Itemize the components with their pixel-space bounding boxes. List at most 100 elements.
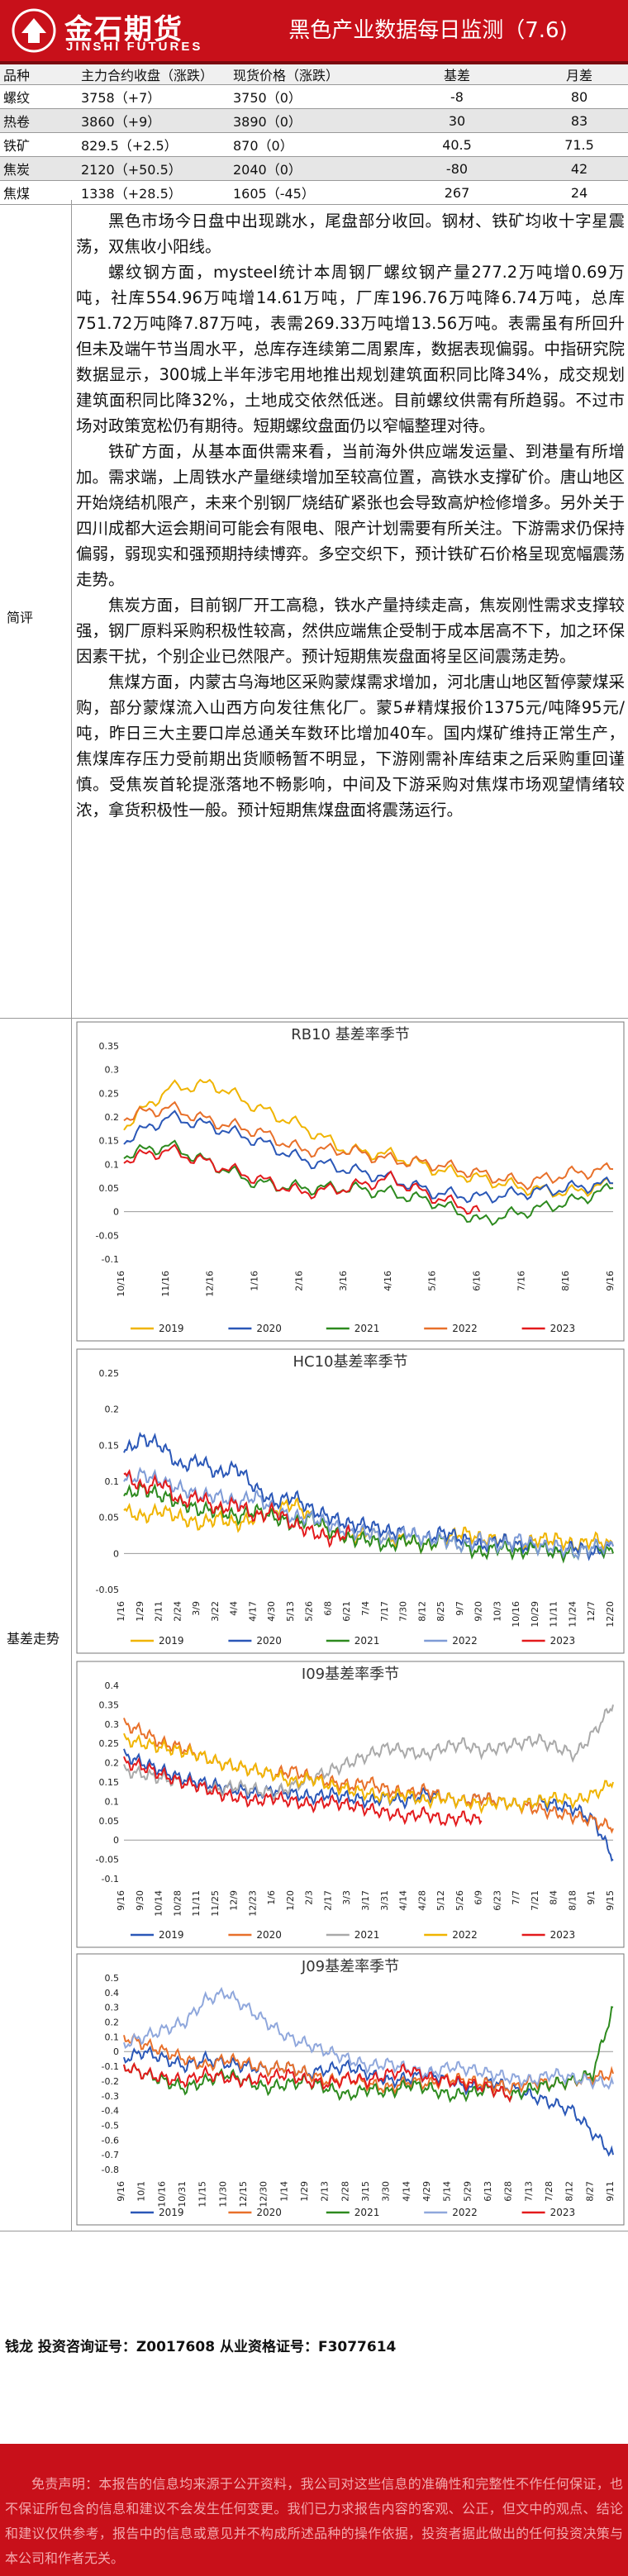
x-tick-label: 11/11 <box>191 1890 202 1917</box>
x-tick-label: 10/29 <box>530 1601 540 1628</box>
rb10-chart-container: RB10 基差率季节 0.35 0.3 0.25 0.2 0.15 0.1 0.05 0 -0.0… <box>76 1021 625 1342</box>
y-tick-label: -0.2 <box>102 2076 119 2087</box>
table-cell: 829.5（+2.5） <box>78 132 230 157</box>
x-tick-label: 7/4 <box>360 1601 371 1616</box>
x-tick-label: 12/7 <box>586 1601 597 1622</box>
y-tick-label: -0.3 <box>102 2091 119 2102</box>
quote-table-header: 品种 主力合约收盘（涨跌） 现货价格（涨跌） 基差 月差 <box>0 64 628 85</box>
y-tick-label: 0.1 <box>105 1159 120 1170</box>
chart-title: I09基差率季节 <box>302 1666 399 1683</box>
hc10-chart-container: HC10基差率季节 0.25 0.2 0.15 0.1 0.05 0 -0.05 1/16 1/2… <box>76 1348 625 1654</box>
x-tick-label: 6/21 <box>341 1601 352 1622</box>
y-tick-label: -0.05 <box>96 1230 119 1241</box>
table-cell: 42 <box>530 156 628 181</box>
x-tick-label: 8/18 <box>567 1890 578 1911</box>
legend-label: 2023 <box>550 1929 576 1941</box>
x-tick-label: 5/26 <box>304 1601 315 1622</box>
x-tick-label: 4/14 <box>398 1890 409 1911</box>
y-tick-label: -0.05 <box>96 1855 119 1865</box>
legend-label: 2020 <box>256 2207 282 2218</box>
chart-title: RB10 基差率季节 <box>291 1026 409 1043</box>
i09-basis-chart: I09基差率季节 0.4 0.35 0.3 0.25 0.2 0.15 0.1 0.05 0 -0.… <box>76 1661 625 1948</box>
legend-label: 2020 <box>256 1635 282 1647</box>
legend-label: 2021 <box>354 1635 380 1647</box>
y-tick-label: 0.3 <box>105 1719 120 1730</box>
y-tick-label: 0.25 <box>99 1368 120 1379</box>
column-header: 品种 <box>0 64 78 85</box>
x-tick-label: 11/30 <box>217 2181 228 2208</box>
legend-label: 2019 <box>159 1929 184 1941</box>
legend-label: 2023 <box>550 1635 576 1647</box>
summary-body: 黑色市场今日盘中出现跳水，尾盘部分收回。钢材、铁矿均收十字星震荡，双焦收小阳线。… <box>76 208 625 823</box>
series-line-2023 <box>123 1143 481 1215</box>
series-line-2020 <box>123 1110 614 1204</box>
x-tick-label: 11/11 <box>549 1601 559 1628</box>
x-tick-label: 12/30 <box>259 2181 269 2208</box>
x-tick-label: 12/9 <box>229 1890 240 1911</box>
table-row: 螺纹 3758（+7） 3750（0） -8 80 <box>0 84 628 109</box>
table-cell: 3860（+9） <box>78 108 230 133</box>
legend-label: 2022 <box>452 2207 478 2218</box>
x-tick-label: 9/20 <box>473 1601 484 1622</box>
x-tick-label: 7/16 <box>516 1271 526 1291</box>
legend-label: 2022 <box>452 1323 478 1334</box>
table-row: 焦炭 2120（+50.5） 2040（0） -80 42 <box>0 156 628 181</box>
x-tick-label: 1/6 <box>266 1890 277 1905</box>
table-cell: 3758（+7） <box>78 84 230 109</box>
x-tick-label: 2/13 <box>320 2181 331 2202</box>
x-tick-label: 3/9 <box>191 1601 202 1616</box>
x-tick-label: 7/30 <box>398 1601 409 1622</box>
summary-section: 简评 黑色市场今日盘中出现跳水，尾盘部分收回。钢材、铁矿均收十字星震荡，双焦收小… <box>0 200 628 1019</box>
title-banner: 黑色产业数据每日监测（7.6) <box>228 0 628 61</box>
x-tick-label: 3/30 <box>381 2181 392 2202</box>
x-tick-label: 5/26 <box>454 1890 465 1911</box>
y-tick-label: 0.05 <box>99 1513 120 1523</box>
table-cell: 71.5 <box>530 132 628 157</box>
summary-paragraph: 黑色市场今日盘中出现跳水，尾盘部分收回。钢材、铁矿均收十字星震荡，双焦收小阳线。 <box>76 211 625 256</box>
x-tick-label: 9/16 <box>116 2181 126 2202</box>
x-tick-label: 1/16 <box>116 1601 126 1622</box>
x-tick-label: 11/15 <box>197 2181 208 2208</box>
table-cell: 80 <box>530 84 628 109</box>
x-tick-label: 12/16 <box>205 1271 216 1297</box>
y-tick-label: -0.7 <box>102 2150 119 2160</box>
series-line-2023 <box>123 1469 351 1548</box>
brand-logo: 金石期货 JINSHI FUTURES <box>0 0 228 61</box>
x-tick-label: 5/29 <box>462 2181 473 2202</box>
series-line-2021 <box>123 1480 614 1564</box>
x-tick-label: 9/16 <box>116 1890 126 1911</box>
legend-label: 2022 <box>452 1635 478 1647</box>
y-tick-label: 0 <box>113 1835 119 1846</box>
x-tick-label: 5/12 <box>435 1890 446 1911</box>
series-line-2022 <box>123 1466 614 1561</box>
x-tick-label: 4/4 <box>229 1601 240 1616</box>
series-line-2023 <box>123 1756 483 1827</box>
y-tick-label: 0.4 <box>105 1988 120 1999</box>
y-tick-label: 0.2 <box>105 2018 120 2028</box>
y-tick-label: -0.8 <box>102 2165 119 2175</box>
report-header: 金石期货 JINSHI FUTURES 黑色产业数据每日监测（7.6) <box>0 0 628 64</box>
x-tick-label: 10/1 <box>136 2181 147 2202</box>
legend-label: 2021 <box>354 2207 380 2218</box>
x-tick-label: 9/16 <box>605 1271 616 1291</box>
x-tick-label: 6/23 <box>492 1890 502 1911</box>
table-row: 铁矿 829.5（+2.5） 870（0） 40.5 71.5 <box>0 132 628 157</box>
chart-title: J09基差率季节 <box>301 1958 399 1975</box>
y-tick-label: 0.15 <box>99 1440 120 1451</box>
summary-paragraph: 铁矿方面，从基本面供需来看，当前海外供应端发运量、到港量有所增加。需求端，上周铁… <box>76 442 625 589</box>
y-tick-label: -0.1 <box>102 2061 119 2072</box>
legend-label: 2020 <box>256 1929 282 1941</box>
x-tick-label: 6/9 <box>473 1890 484 1905</box>
y-tick-label: 0.3 <box>105 1065 120 1076</box>
x-tick-label: 8/4 <box>549 1890 559 1905</box>
table-cell: 焦炭 <box>0 156 78 181</box>
y-tick-label: 0 <box>113 2046 119 2057</box>
x-tick-label: 1/14 <box>278 2181 289 2202</box>
x-tick-label: 6/8 <box>322 1601 333 1616</box>
brand-mark-icon <box>12 8 56 53</box>
y-tick-label: 0.1 <box>105 1476 120 1487</box>
y-tick-label: 0.05 <box>99 1183 120 1194</box>
table-cell: 24 <box>530 180 628 205</box>
brand-name-cn: 金石期货 <box>64 13 183 46</box>
disclaimer-text: 免责声明：本报告的信息均来源于公开资料，我公司对这些信息的准确性和完整性不作任何… <box>5 2476 623 2566</box>
